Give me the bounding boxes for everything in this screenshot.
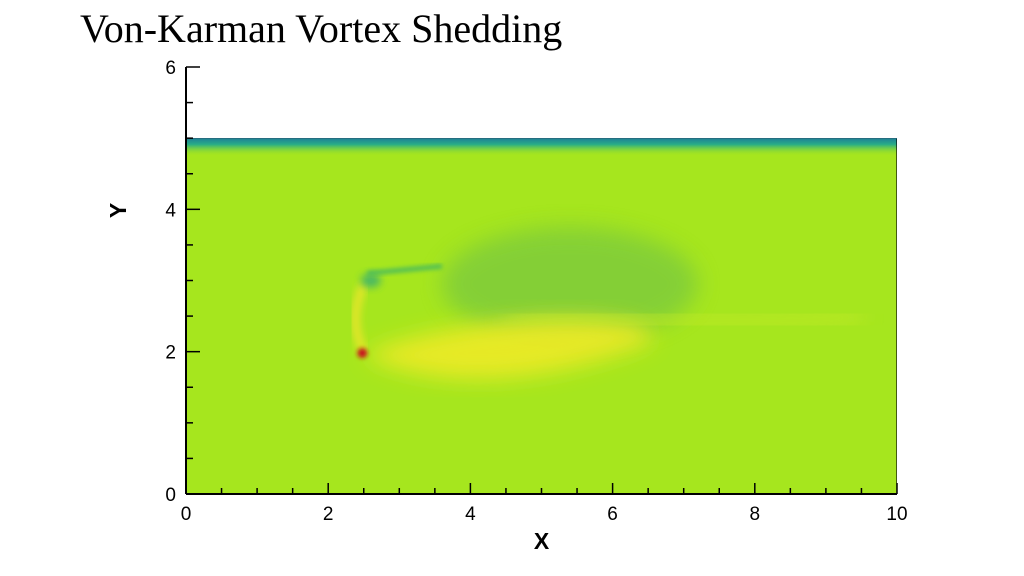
- stagnation-point: [357, 348, 368, 359]
- wall-boundary-layer: [186, 138, 897, 157]
- axis-labels: X Y: [105, 203, 550, 554]
- velocity-field: [186, 138, 897, 494]
- x-tick-label: 6: [607, 504, 618, 525]
- wake-tail: [504, 308, 863, 332]
- y-tick-label: 0: [165, 485, 176, 506]
- x-tick-label: 4: [465, 504, 476, 525]
- body-front-edge: [351, 282, 368, 354]
- corner-vortex: [360, 273, 381, 288]
- x-tick-label: 8: [750, 504, 761, 525]
- y-tick-label: 6: [165, 58, 176, 79]
- plot-axes: 0 2 4 6 8 10 0 2 4 6: [165, 58, 907, 525]
- slide-title: Von-Karman Vortex Shedding: [80, 6, 563, 51]
- y-tick-label: 4: [165, 200, 176, 221]
- body-top-edge: [367, 263, 443, 276]
- y-tick-label: 2: [165, 343, 176, 364]
- x-tick-label: 10: [886, 504, 907, 525]
- x-axis-label: X: [534, 528, 550, 554]
- x-tick-label: 2: [323, 504, 334, 525]
- x-tick-label: 0: [181, 504, 192, 525]
- y-axis-label: Y: [105, 203, 131, 218]
